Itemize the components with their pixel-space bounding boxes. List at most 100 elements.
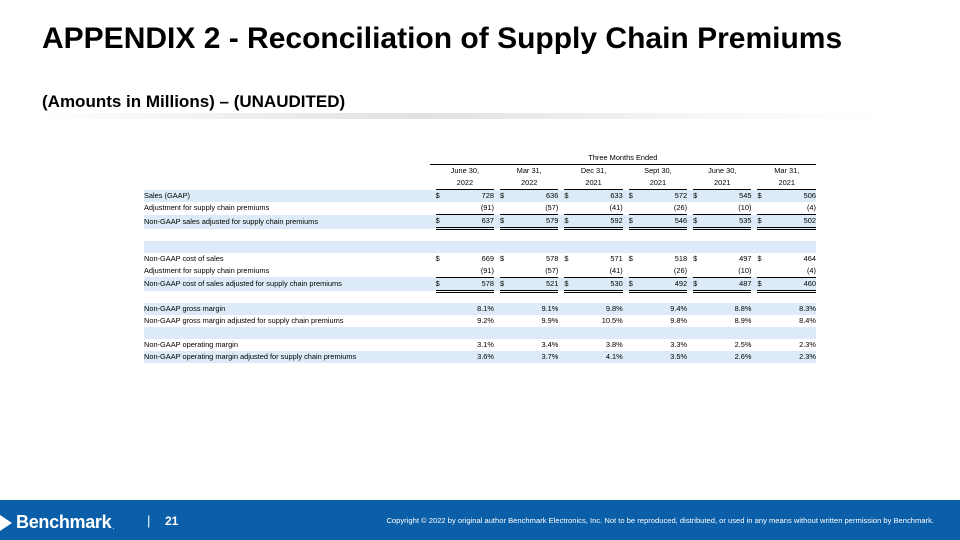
reconciliation-table: Three Months Ended June 30, Mar 31, Dec 31,… xyxy=(144,152,816,363)
row-label: Non-GAAP operating margin adjusted for s… xyxy=(144,351,430,363)
currency-symbol xyxy=(693,315,705,327)
row-label: Non-GAAP operating margin xyxy=(144,340,238,349)
cell-value: 3.8% xyxy=(605,340,623,349)
cell-value: (26) xyxy=(640,264,688,278)
group-header-row: Three Months Ended xyxy=(144,152,816,165)
spacer-row xyxy=(144,229,816,241)
cell-value: 3.7% xyxy=(512,351,559,363)
logo-text: Benchmark xyxy=(16,512,112,532)
cell-value: 2.5% xyxy=(734,340,752,349)
currency-symbol xyxy=(693,351,706,363)
cell-value: 9.8% xyxy=(576,303,623,315)
currency-symbol xyxy=(757,351,770,363)
column-header-row-top: June 30, Mar 31, Dec 31, Sept 30, June 30, Ma… xyxy=(144,165,816,178)
cell-value: (41) xyxy=(576,202,623,215)
currency-symbol xyxy=(693,303,706,315)
column-header-bottom: 2022 xyxy=(500,177,559,190)
copyright-notice: Copyright © 2022 by original author Benc… xyxy=(386,516,934,525)
currency-symbol xyxy=(564,315,576,327)
cell-value: 633 xyxy=(576,189,623,202)
currency-symbol: $ xyxy=(500,189,513,202)
cell-value: 9.1% xyxy=(512,303,559,315)
currency-symbol: $ xyxy=(564,277,577,293)
cell-value: (91) xyxy=(447,202,494,215)
table-row: Non-GAAP gross margin adjusted for suppl… xyxy=(144,315,816,327)
currency-symbol xyxy=(693,202,706,215)
currency-symbol xyxy=(564,303,577,315)
currency-symbol: $ xyxy=(435,277,448,293)
cell-value: 571 xyxy=(610,253,623,263)
row-label: Non-GAAP gross margin adjusted for suppl… xyxy=(144,316,344,325)
cell-value: 487 xyxy=(705,277,752,293)
cell-value: (41) xyxy=(576,264,623,278)
column-header-top: Mar 31, xyxy=(774,166,800,175)
currency-symbol: $ xyxy=(693,189,706,202)
column-header-bottom: 2021 xyxy=(693,177,752,190)
logo-triangle-icon xyxy=(0,514,12,531)
currency-symbol xyxy=(500,351,513,363)
row-label: Non-GAAP cost of sales xyxy=(144,253,224,263)
cell-value: 460 xyxy=(769,277,816,293)
currency-symbol: $ xyxy=(757,214,770,230)
cell-value: 518 xyxy=(674,253,688,263)
cell-value: 3.6% xyxy=(447,351,494,363)
cell-value: 521 xyxy=(512,277,559,293)
column-header-bottom: 2022 xyxy=(435,177,494,190)
cell-value: 9.4% xyxy=(640,303,688,315)
cell-value: 636 xyxy=(512,189,559,202)
currency-symbol xyxy=(757,315,769,327)
cell-value: (10) xyxy=(705,202,752,215)
cell-value: 592 xyxy=(576,214,623,230)
cell-value: 546 xyxy=(640,214,688,230)
cell-value: 579 xyxy=(512,214,559,230)
currency-symbol xyxy=(628,202,641,215)
cell-value: 3.3% xyxy=(670,340,688,349)
table-row: Non-GAAP cost of sales adjusted for supp… xyxy=(144,277,816,293)
currency-symbol: $ xyxy=(628,253,633,263)
currency-symbol xyxy=(564,264,577,278)
cell-value: 8.4% xyxy=(799,316,816,325)
currency-symbol xyxy=(757,303,770,315)
row-label: Non-GAAP sales adjusted for supply chain… xyxy=(144,214,430,229)
cell-value: 492 xyxy=(640,277,688,293)
row-label: Non-GAAP cost of sales adjusted for supp… xyxy=(144,277,430,291)
currency-symbol: $ xyxy=(435,189,448,202)
cell-value: (4) xyxy=(769,202,816,215)
currency-symbol: $ xyxy=(500,277,513,293)
column-header-bottom: 2021 xyxy=(628,177,688,190)
currency-symbol xyxy=(436,339,448,351)
currency-symbol xyxy=(500,315,512,327)
currency-symbol: $ xyxy=(757,189,770,202)
footer-bar xyxy=(0,500,960,540)
currency-symbol xyxy=(564,351,577,363)
page-number: 21 xyxy=(165,514,179,528)
column-header-top: June 30, xyxy=(708,166,737,175)
column-header-top: June 30, xyxy=(450,166,480,175)
currency-symbol: $ xyxy=(628,214,641,230)
cell-value: 9.9% xyxy=(541,316,559,325)
currency-symbol xyxy=(435,303,448,315)
currency-symbol: $ xyxy=(500,253,505,263)
currency-symbol: $ xyxy=(628,277,641,293)
column-header-bottom: 2021 xyxy=(757,177,816,190)
currency-symbol: $ xyxy=(564,189,577,202)
currency-symbol xyxy=(500,202,513,215)
table-row: Non-GAAP gross margin 8.1% 9.1% 9.8% 9.4% 8.8… xyxy=(144,303,816,315)
currency-symbol xyxy=(628,351,641,363)
cell-value: 578 xyxy=(546,253,559,263)
footer-divider: | xyxy=(147,513,151,528)
table-row: Non-GAAP cost of sales $669 $578 $571 $518 $4… xyxy=(144,253,816,265)
currency-symbol xyxy=(435,264,448,278)
currency-symbol: $ xyxy=(757,253,762,263)
currency-symbol: $ xyxy=(693,214,706,230)
currency-symbol xyxy=(435,202,448,215)
subtitle-shadow xyxy=(42,113,882,119)
row-label: Sales (GAAP) xyxy=(144,189,430,202)
table-row: Adjustment for supply chain premiums (91)… xyxy=(144,202,816,215)
currency-symbol xyxy=(435,351,448,363)
cell-value: 3.4% xyxy=(541,340,559,349)
cell-value: 2.3% xyxy=(799,340,816,349)
currency-symbol xyxy=(564,339,576,351)
currency-symbol xyxy=(436,315,448,327)
cell-value: 8.8% xyxy=(705,303,752,315)
